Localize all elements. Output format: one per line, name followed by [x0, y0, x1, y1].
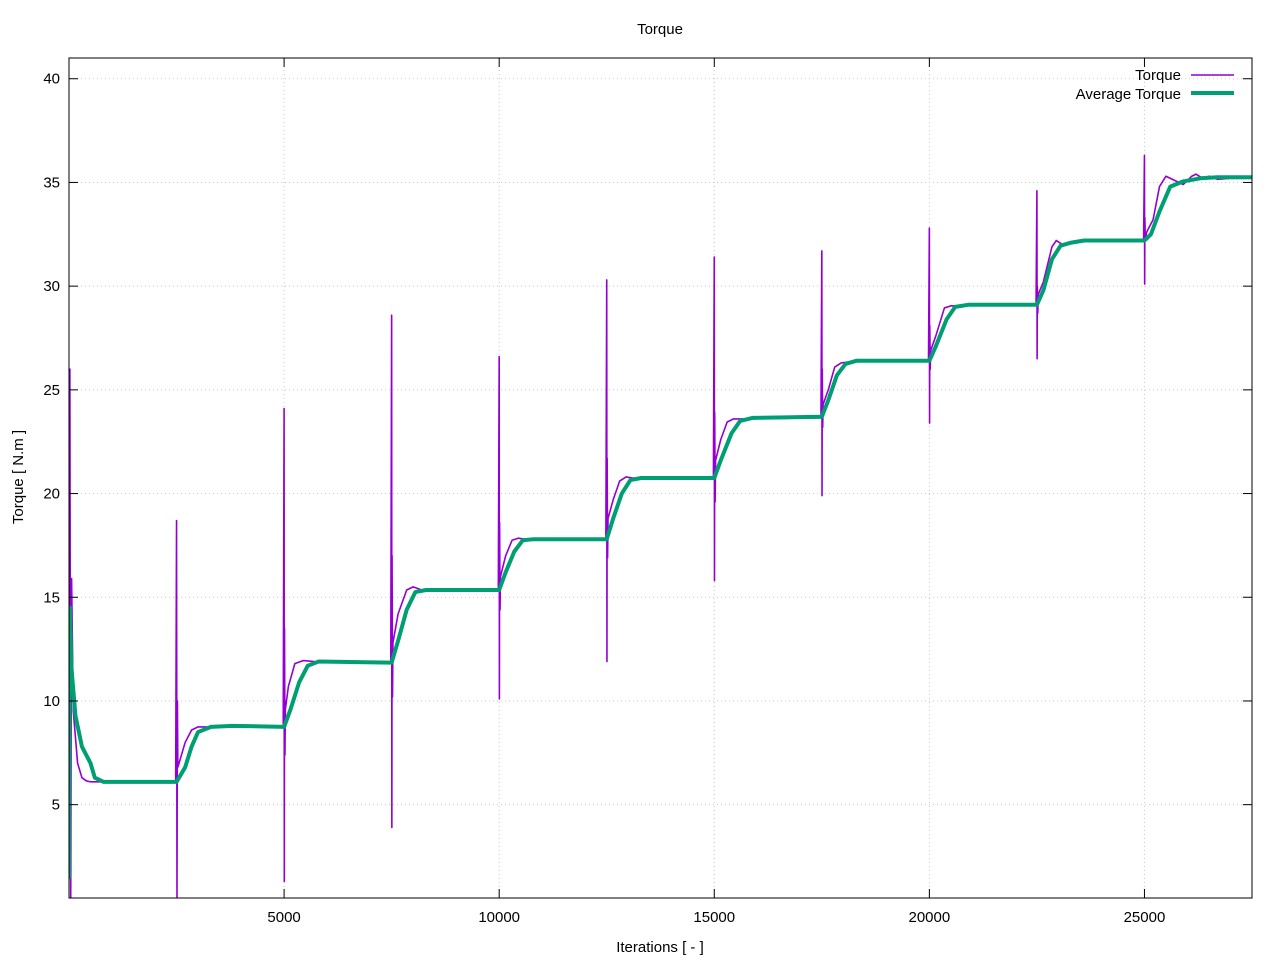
y-tick-label: 10 — [43, 693, 60, 710]
y-tick-label: 40 — [43, 71, 60, 88]
y-tick-label: 15 — [43, 589, 60, 606]
y-tick-label: 30 — [43, 278, 60, 295]
y-tick-label: 20 — [43, 486, 60, 503]
x-tick-label: 15000 — [693, 909, 735, 926]
x-tick-label: 25000 — [1124, 909, 1166, 926]
chart-title: Torque — [637, 21, 683, 38]
chart-legend: Torque Average Torque — [1076, 67, 1234, 103]
average-torque-series-line — [69, 175, 1252, 880]
y-tick-label: 5 — [52, 797, 60, 814]
x-axis-label: Iterations [ - ] — [616, 939, 704, 956]
legend-label-torque: Torque — [1135, 67, 1181, 84]
legend-label-average-torque: Average Torque — [1076, 86, 1181, 103]
x-tick-label: 5000 — [267, 909, 300, 926]
x-tick-label: 10000 — [478, 909, 520, 926]
series-lines — [69, 154, 1252, 898]
x-tick-label: 20000 — [909, 909, 951, 926]
axis-ticks: 5000 10000 15000 20000 25000 5 10 15 20 25 30 35 40 — [43, 58, 1252, 926]
y-tick-label: 25 — [43, 382, 60, 399]
y-axis-label: Torque [ N.m ] — [10, 430, 27, 524]
plot-area-frame — [68, 57, 1253, 899]
y-tick-label: 35 — [43, 174, 60, 191]
